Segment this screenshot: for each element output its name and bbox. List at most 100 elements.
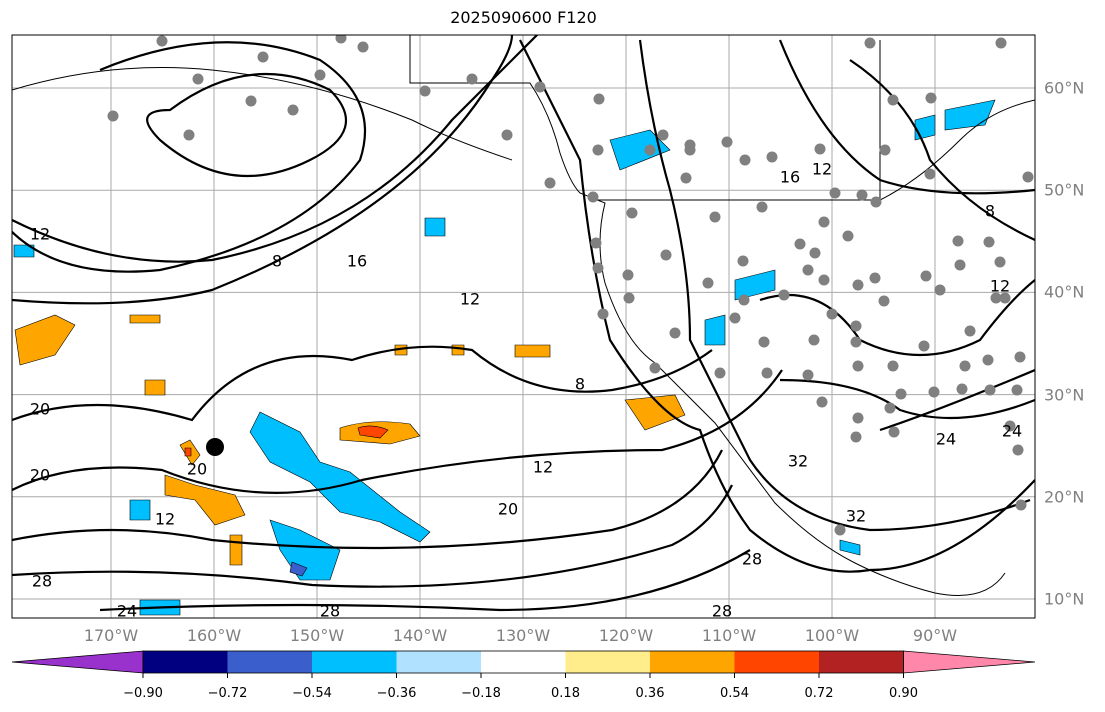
station-dot xyxy=(107,110,119,122)
station-dot xyxy=(756,201,768,213)
station-dot xyxy=(739,154,751,166)
station-dot xyxy=(884,402,896,414)
station-dot xyxy=(999,292,1011,304)
contour-label: 24 xyxy=(1002,422,1022,441)
contour-label: 24 xyxy=(936,430,956,449)
station-dot xyxy=(587,191,599,203)
contour-label: 20 xyxy=(30,466,50,485)
station-dot xyxy=(684,139,696,151)
station-dot xyxy=(924,168,936,180)
station-markers xyxy=(107,35,1034,536)
colorbar-tick-label: −0.36 xyxy=(376,686,417,701)
station-dot xyxy=(818,216,830,228)
station-dot xyxy=(852,360,864,372)
station-dot xyxy=(802,369,814,381)
latitude-label: 60°N xyxy=(1044,78,1085,98)
station-dot xyxy=(644,144,656,156)
station-dot xyxy=(287,104,299,116)
station-dot xyxy=(869,272,881,284)
colorbar-tick-label: 0.18 xyxy=(551,686,580,701)
station-dot xyxy=(702,277,714,289)
station-dot xyxy=(852,279,864,291)
station-dot xyxy=(794,238,806,250)
longitude-label: 120°W xyxy=(598,626,654,645)
longitude-label: 170°W xyxy=(83,626,139,645)
station-dot xyxy=(729,312,741,324)
contour-label: 32 xyxy=(788,452,808,471)
contour-label: 16 xyxy=(780,168,800,187)
contour-label: 12 xyxy=(460,290,480,309)
station-dot xyxy=(856,189,868,201)
station-dot xyxy=(778,289,790,301)
longitude-label: 90°W xyxy=(912,626,958,645)
station-dot xyxy=(802,264,814,276)
station-dot xyxy=(956,383,968,395)
contour-label: 20 xyxy=(498,500,518,519)
colorbar-tick-label: 0.90 xyxy=(889,686,918,701)
colorbar xyxy=(11,650,1036,678)
colorbar-extend-low xyxy=(11,650,144,674)
station-dot xyxy=(842,230,854,242)
station-dot xyxy=(952,235,964,247)
contour-label: 12 xyxy=(990,277,1010,296)
station-dot xyxy=(1014,351,1026,363)
station-dot xyxy=(852,412,864,424)
station-dot xyxy=(879,144,891,156)
station-dot xyxy=(918,340,930,352)
station-dot xyxy=(649,362,661,374)
station-dot xyxy=(959,360,971,372)
station-dot xyxy=(1022,171,1034,183)
station-dot xyxy=(335,35,347,44)
station-dot xyxy=(994,256,1006,268)
station-dot xyxy=(1011,384,1023,396)
station-dot xyxy=(660,249,672,261)
longitude-label: 140°W xyxy=(392,626,448,645)
storm-center-marker xyxy=(206,438,224,456)
colorbar-extend-high xyxy=(903,650,1036,674)
station-dot xyxy=(982,354,994,366)
station-dot xyxy=(809,247,821,259)
colorbar-tick-label: 0.36 xyxy=(635,686,665,701)
station-dot xyxy=(1015,499,1027,511)
station-dot xyxy=(419,85,431,97)
station-dot xyxy=(590,237,602,249)
colorbar-outline xyxy=(142,650,904,674)
station-dot xyxy=(357,41,369,53)
contour-label: 16 xyxy=(517,18,537,37)
station-dot xyxy=(657,129,669,141)
station-dot xyxy=(669,327,681,339)
contour-label: 28 xyxy=(32,572,52,591)
contour-label: 8 xyxy=(575,375,585,394)
station-dot xyxy=(850,336,862,348)
station-dot xyxy=(192,73,204,85)
contour-label: 28 xyxy=(712,602,732,621)
station-dot xyxy=(995,37,1007,49)
colorbar-tick-label: 0.54 xyxy=(720,686,749,701)
station-dot xyxy=(534,81,546,93)
colorbar-tick-label: 0.72 xyxy=(804,686,834,701)
station-dot xyxy=(816,396,828,408)
station-dot xyxy=(626,207,638,219)
station-dot xyxy=(737,255,749,267)
colorbar-segment xyxy=(650,651,735,673)
station-dot xyxy=(245,95,257,107)
station-dot xyxy=(920,270,932,282)
station-dot xyxy=(738,294,750,306)
station-dot xyxy=(990,292,1002,304)
station-dot xyxy=(680,172,692,184)
station-dot xyxy=(501,129,513,141)
longitude-label: 160°W xyxy=(186,626,242,645)
station-dot xyxy=(864,37,876,49)
contour-label: 28 xyxy=(742,550,762,569)
colorbar-segment xyxy=(481,651,566,673)
station-dot xyxy=(826,308,838,320)
contour-label: 24 xyxy=(117,602,137,621)
station-dot xyxy=(829,187,841,199)
station-dot xyxy=(758,336,770,348)
station-dot xyxy=(257,51,269,63)
station-dot xyxy=(850,320,862,332)
station-dot xyxy=(1004,420,1016,432)
station-dot xyxy=(592,144,604,156)
station-dot xyxy=(984,384,996,396)
